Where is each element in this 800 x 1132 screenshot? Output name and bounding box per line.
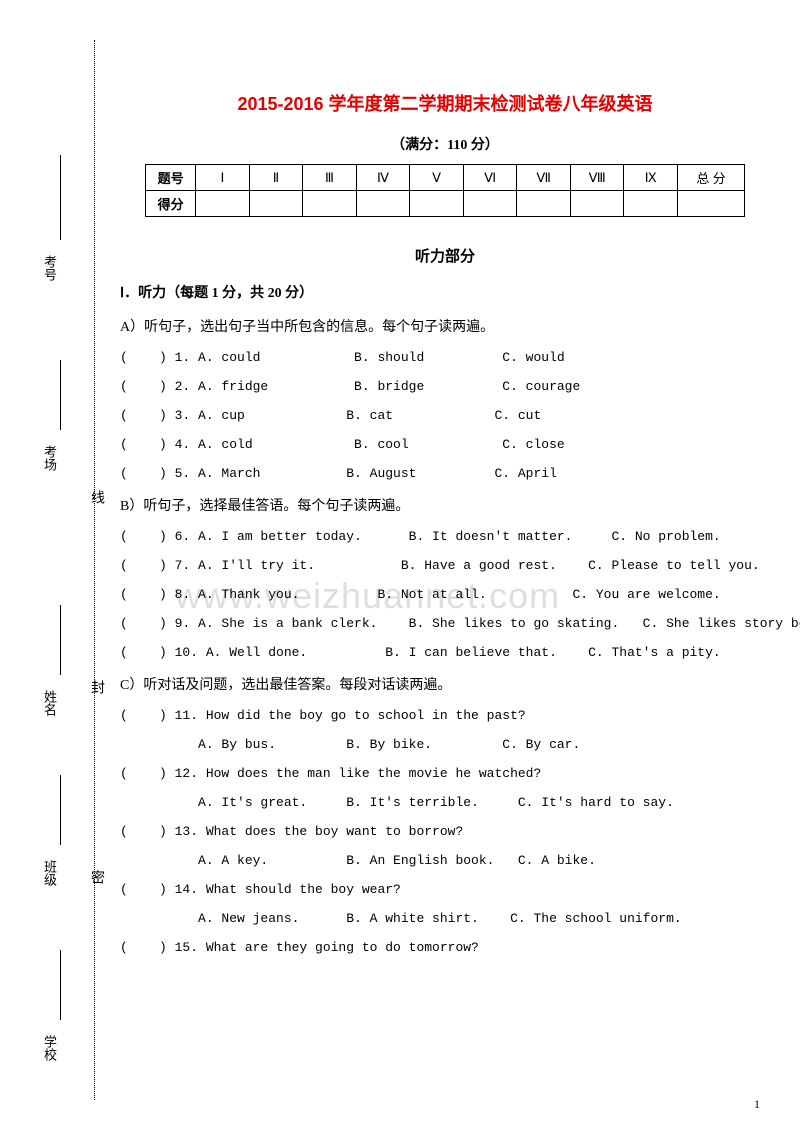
strip-label-school: 学校 [40, 1035, 59, 1061]
row-label: 题号 [146, 165, 196, 191]
answer-line: A. New jeans. B. A white shirt. C. The s… [120, 911, 770, 926]
question-line: ( ) 10. A. Well done. B. I can believe t… [120, 645, 770, 660]
table-row: 题号 Ⅰ Ⅱ Ⅲ Ⅳ Ⅴ Ⅵ Ⅶ Ⅷ Ⅸ 总 分 [146, 165, 745, 191]
score-cell [196, 191, 250, 217]
question-line: ( ) 8. A. Thank you. B. Not at all. C. Y… [120, 587, 770, 602]
subpart-b-questions: ( ) 6. A. I am better today. B. It doesn… [120, 529, 770, 660]
page-number: 1 [754, 1097, 760, 1112]
subpart-b-intro: B）听句子，选择最佳答语。每个句子读两遍。 [120, 495, 770, 515]
score-cell [517, 191, 571, 217]
col-head: Ⅳ [356, 165, 410, 191]
answer-line: A. It's great. B. It's terrible. C. It's… [120, 795, 770, 810]
seal-mi: 密 [86, 870, 106, 884]
row-label: 得分 [146, 191, 196, 217]
dotted-line [94, 40, 95, 1100]
exam-title: 2015-2016 学年度第二学期期末检测试卷八年级英语 [120, 90, 770, 116]
strip-underline [60, 155, 61, 240]
listening-section-title: 听力部分 [120, 245, 770, 266]
question-line: ( ) 13. What does the boy want to borrow… [120, 824, 770, 839]
question-line: ( ) 4. A. cold B. cool C. close [120, 437, 770, 452]
score-cell [463, 191, 517, 217]
question-line: ( ) 5. A. March B. August C. April [120, 466, 770, 481]
col-head: Ⅰ [196, 165, 250, 191]
strip-underline [60, 360, 61, 430]
subpart-a-questions: ( ) 1. A. could B. should C. would ( ) 2… [120, 350, 770, 481]
question-line: ( ) 2. A. fridge B. bridge C. courage [120, 379, 770, 394]
question-line: ( ) 1. A. could B. should C. would [120, 350, 770, 365]
col-head: Ⅶ [517, 165, 571, 191]
score-cell [570, 191, 624, 217]
question-line: ( ) 6. A. I am better today. B. It doesn… [120, 529, 770, 544]
score-cell [677, 191, 744, 217]
strip-label-room: 考场 [40, 445, 59, 471]
subpart-c-questions: ( ) 11. How did the boy go to school in … [120, 708, 770, 955]
question-line: ( ) 15. What are they going to do tomorr… [120, 940, 770, 955]
strip-label-id: 考号 [40, 255, 59, 281]
score-cell [624, 191, 678, 217]
col-total: 总 分 [677, 165, 744, 191]
part-1-title: Ⅰ．听力（每题 1 分，共 20 分） [120, 282, 770, 302]
strip-underline [60, 775, 61, 845]
answer-line: A. A key. B. An English book. C. A bike. [120, 853, 770, 868]
question-line: ( ) 11. How did the boy go to school in … [120, 708, 770, 723]
full-score: （满分：110 分） [120, 134, 770, 154]
score-cell [249, 191, 303, 217]
question-line: ( ) 14. What should the boy wear? [120, 882, 770, 897]
question-line: ( ) 3. A. cup B. cat C. cut [120, 408, 770, 423]
col-head: Ⅲ [303, 165, 357, 191]
seal-feng: 封 [86, 680, 106, 694]
answer-line: A. By bus. B. By bike. C. By car. [120, 737, 770, 752]
subpart-c-intro: C）听对话及问题，选出最佳答案。每段对话读两遍。 [120, 674, 770, 694]
col-head: Ⅵ [463, 165, 517, 191]
subpart-a-intro: A）听句子，选出句子当中所包含的信息。每个句子读两遍。 [120, 316, 770, 336]
strip-underline [60, 605, 61, 675]
page-content: 2015-2016 学年度第二学期期末检测试卷八年级英语 （满分：110 分） … [120, 0, 770, 1132]
question-line: ( ) 12. How does the man like the movie … [120, 766, 770, 781]
score-cell [410, 191, 464, 217]
table-row: 得分 [146, 191, 745, 217]
question-line: ( ) 9. A. She is a bank clerk. B. She li… [120, 616, 770, 631]
col-head: Ⅴ [410, 165, 464, 191]
score-table: 题号 Ⅰ Ⅱ Ⅲ Ⅳ Ⅴ Ⅵ Ⅶ Ⅷ Ⅸ 总 分 得分 [145, 164, 745, 217]
col-head: Ⅷ [570, 165, 624, 191]
question-line: ( ) 7. A. I'll try it. B. Have a good re… [120, 558, 770, 573]
seal-xian: 线 [86, 490, 106, 504]
strip-underline [60, 950, 61, 1020]
col-head: Ⅸ [624, 165, 678, 191]
score-cell [303, 191, 357, 217]
score-cell [356, 191, 410, 217]
strip-label-name: 姓名 [40, 690, 59, 716]
strip-label-class: 班级 [40, 860, 59, 886]
binding-strip: 学校 班级 姓名 考场 考号 密 封 线 [40, 40, 112, 1100]
col-head: Ⅱ [249, 165, 303, 191]
